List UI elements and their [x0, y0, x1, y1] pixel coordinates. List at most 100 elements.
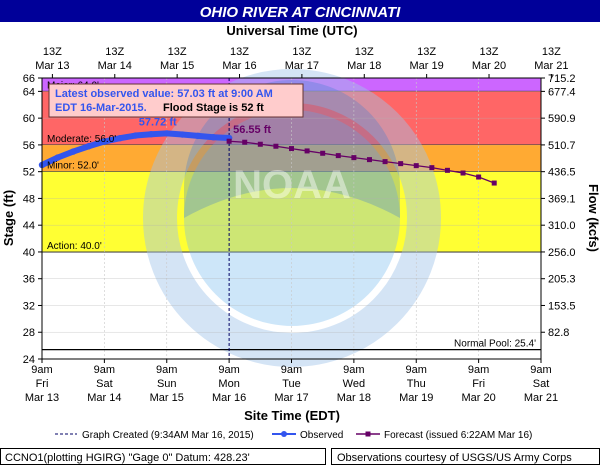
y-tick-label-left: 32: [23, 300, 35, 312]
x-tick-label-bottom-time: 9am: [281, 364, 302, 376]
x-tick-label-bottom-time: 9am: [468, 364, 489, 376]
info-box-frame: [48, 83, 304, 118]
y-tick-label-right: 205.3: [548, 274, 576, 286]
x-tick-label-bottom-date: Mar 15: [150, 392, 184, 404]
x-tick-label-bottom-day: Sun: [157, 378, 177, 390]
forecast-point: [273, 143, 279, 149]
x-tick-label-bottom-date: Mar 18: [337, 392, 371, 404]
x-tick-label-top-date: Mar 21: [534, 60, 568, 72]
y-tick-label-left: 66: [23, 73, 35, 85]
legend-created-label: Graph Created (9:34AM Mar 16, 2015): [82, 430, 254, 441]
x-tick-label-bottom-time: 9am: [406, 364, 427, 376]
forecast-point: [382, 159, 388, 165]
info-box-line-2a: EDT 16-Mar-2015.: [55, 102, 147, 114]
x-tick-label-top-hour: 13Z: [230, 46, 249, 58]
footer-datum-text: CCNO1(plotting HGIRG) "Gage 0" Datum: 42…: [5, 452, 250, 464]
y-tick-label-right: 436.5: [548, 167, 576, 179]
y-axis-title-right: Flow (kcfs): [586, 184, 600, 252]
y-tick-label-right: 715.2: [548, 73, 576, 85]
y-tick-label-left: 36: [23, 274, 35, 286]
x-tick-label-bottom-date: Mar 16: [212, 392, 246, 404]
x-tick-label-bottom-date: Mar 21: [524, 392, 558, 404]
observed-point: [194, 132, 202, 140]
x-tick-label-bottom-day: Fri: [472, 378, 485, 390]
observed-point: [179, 131, 186, 138]
observed-point: [210, 134, 217, 141]
forecast-point: [289, 146, 294, 152]
x-tick-label-top-hour: 13Z: [480, 46, 499, 58]
y-tick-label-left: 24: [23, 354, 35, 366]
x-tick-label-bottom-date: Mar 19: [399, 392, 433, 404]
observed-point: [85, 143, 92, 150]
y-tick-label-right: 369.1: [548, 193, 576, 205]
crest-label: 57.72 ft: [139, 116, 177, 128]
y-tick-label-left: 56: [23, 140, 35, 152]
y-tick-label-right: 677.4: [548, 86, 576, 98]
forecast-point: [413, 163, 419, 169]
forecast-point: [444, 167, 450, 173]
y-tick-label-right: 310.0: [548, 220, 576, 232]
y-tick-label-right: 153.5: [548, 300, 576, 312]
y-tick-label-right: 256.0: [548, 247, 576, 259]
observed-point: [54, 154, 61, 161]
forecast-point: [398, 161, 404, 167]
y-tick-label-right: 82.8: [548, 327, 569, 339]
y-tick-label-left: 64: [23, 86, 35, 98]
x-tick-label-top-hour: 13Z: [355, 46, 374, 58]
info-box-line-1: Latest observed value: 57.03 ft at 9:00 …: [55, 88, 273, 100]
y-tick-label-right: 510.7: [548, 140, 576, 152]
forecast-point: [304, 148, 310, 154]
x-tick-label-bottom-day: Thu: [407, 378, 426, 390]
observed-point: [147, 131, 155, 138]
x-tick-label-top-date: Mar 16: [222, 60, 256, 72]
y-tick-label-right: 590.9: [548, 113, 576, 125]
noaa-watermark-globe: [184, 110, 400, 326]
forecast-point: [335, 153, 341, 159]
observed-point: [69, 148, 77, 155]
x-tick-label-bottom-day: Mon: [218, 378, 239, 390]
y-tick-label-left: 40: [23, 247, 35, 259]
x-tick-label-bottom-time: 9am: [343, 364, 364, 376]
x-tick-label-bottom-day: Tue: [282, 378, 301, 390]
x-tick-label-bottom-day: Fri: [36, 378, 49, 390]
legend-forecast-marker: [365, 431, 371, 437]
x-tick-label-bottom-time: 9am: [156, 364, 177, 376]
y-tick-label-left: 60: [23, 113, 35, 125]
flood-label-minor: Minor: 52.0': [47, 161, 99, 172]
forecast-point: [226, 138, 232, 144]
chart-title: OHIO RIVER AT CINCINNATI: [200, 4, 401, 21]
x-tick-label-bottom-day: Wed: [343, 378, 365, 390]
x-tick-label-bottom-time: 9am: [94, 364, 115, 376]
x-tick-label-top-hour: 13Z: [417, 46, 436, 58]
x-tick-label-top-date: Mar 19: [410, 60, 444, 72]
normal-pool-label: Normal Pool: 25.4': [454, 339, 536, 350]
forecast-point: [242, 139, 248, 145]
x-tick-label-bottom-time: 9am: [218, 364, 239, 376]
forecast-point: [476, 174, 482, 180]
forecast-series-line: [229, 140, 495, 184]
y-tick-label-left: 52: [23, 167, 35, 179]
y-tick-label-left: 28: [23, 327, 35, 339]
x-tick-label-top-hour: 13Z: [542, 46, 561, 58]
now-value-label: 56.55 ft: [233, 124, 271, 136]
flood-label-action: Action: 40.0': [47, 241, 102, 252]
x-tick-label-bottom-day: Sat: [96, 378, 113, 390]
x-tick-label-top-hour: 13Z: [105, 46, 124, 58]
x-tick-label-top-date: Mar 20: [472, 60, 506, 72]
x-tick-label-top-date: Mar 18: [347, 60, 381, 72]
observed-point: [116, 135, 124, 142]
y-tick-label-left: 48: [23, 193, 35, 205]
forecast-point: [460, 170, 466, 176]
legend-observed-marker: [281, 431, 287, 437]
forecast-point: [257, 141, 263, 147]
y-tick-label-left: 44: [23, 220, 35, 232]
forecast-point: [366, 157, 372, 163]
x-tick-label-bottom-date: Mar 20: [462, 392, 496, 404]
x-tick-label-bottom-time: 9am: [530, 364, 551, 376]
x-tick-label-bottom-date: Mar 14: [87, 392, 121, 404]
x-tick-label-bottom-day: Sat: [533, 378, 550, 390]
x-tick-label-top-date: Mar 14: [98, 60, 132, 72]
title-bar: [0, 0, 600, 22]
forecast-point: [429, 165, 435, 171]
